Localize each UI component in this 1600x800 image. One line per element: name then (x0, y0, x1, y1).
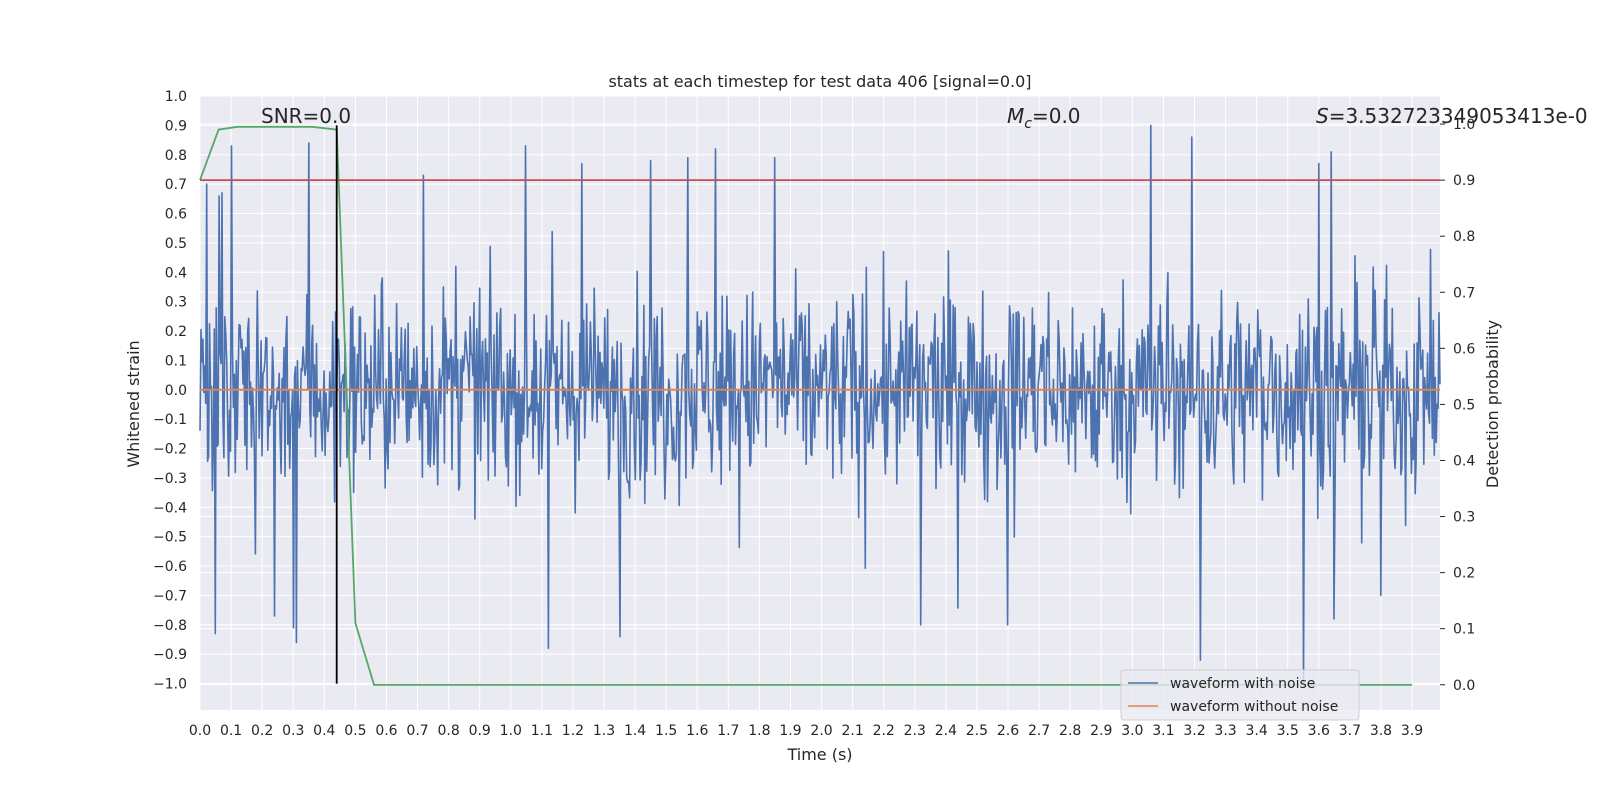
x-axis-label: Time (s) (786, 745, 852, 764)
snr-annotation: SNR=0.0 (261, 104, 351, 128)
x-tick-label: 1.2 (562, 723, 584, 739)
y-tick-label: 0.8 (165, 148, 187, 164)
y-tick-label: 0.4 (165, 265, 187, 281)
legend-label-waveform-with-noise: waveform with noise (1170, 676, 1315, 692)
x-tick-label: 2.7 (1028, 723, 1050, 739)
x-tick-label: 1.1 (531, 723, 553, 739)
tick-labels: 0.0 0.1 0.2 0.3 0.4 0.5 0.6 0.7 0.8 0.9 1.0 1.1 1.2 1… (153, 89, 1475, 739)
y-tick-label: 0.3 (165, 295, 187, 311)
x-tick-label: 0.2 (251, 723, 273, 739)
y-tick-label: 0.7 (165, 177, 187, 193)
chirp-mass-subscript: c (1024, 116, 1032, 132)
series-waveform-with-noise (199, 124, 1441, 685)
y-tick-label: 0.5 (165, 236, 187, 252)
x-tick-label: 0.9 (469, 723, 491, 739)
x-tick-label: 3.6 (1308, 723, 1330, 739)
y-right-tick-label: 0.7 (1453, 285, 1475, 301)
x-tick-label: 3.5 (1277, 723, 1299, 739)
y-tick-label: −0.8 (153, 618, 187, 634)
legend: waveform with noise waveform without noi… (1120, 669, 1360, 721)
chirp-mass-annotation: Mc=0.0 (1007, 104, 1081, 132)
x-tick-label: 1.5 (655, 723, 677, 739)
y-tick-label: −1.0 (153, 677, 187, 693)
x-tick-label: 2.9 (1090, 723, 1112, 739)
series-detection-probability (199, 125, 1412, 686)
x-tick-label: 2.0 (810, 723, 832, 739)
chirp-mass-value: =0.0 (1032, 104, 1081, 128)
x-tick-label: 3.0 (1121, 723, 1143, 739)
x-tick-label: 3.8 (1370, 723, 1392, 739)
x-tick-label: 2.5 (966, 723, 988, 739)
x-tick-label: 3.2 (1183, 723, 1205, 739)
x-tick-label: 1.4 (624, 723, 646, 739)
y-right-tick-label: 0.5 (1453, 397, 1475, 413)
x-tick-label: 3.4 (1246, 723, 1268, 739)
y-right-tick-label: 0.0 (1453, 678, 1475, 694)
x-tick-label: 0.5 (344, 723, 366, 739)
x-tick-label: 3.7 (1339, 723, 1361, 739)
y-tick-label: 0.6 (165, 207, 187, 223)
legend-label-waveform-without-noise: waveform without noise (1170, 699, 1338, 715)
x-tick-label: 1.7 (717, 723, 739, 739)
y-right-tick-label: 1.0 (1453, 117, 1475, 133)
x-tick-label: 1.8 (748, 723, 770, 739)
y-axis-label: Whitened strain (124, 340, 143, 467)
s-annotation: S=3.532723349053413e-0 (1316, 104, 1588, 128)
x-tick-label: 0.6 (375, 723, 397, 739)
x-tick-label: 2.6 (997, 723, 1019, 739)
x-tick-label: 1.9 (779, 723, 801, 739)
y-tick-label: −0.1 (153, 412, 187, 428)
x-tick-label: 3.9 (1401, 723, 1423, 739)
x-tick-label: 2.8 (1059, 723, 1081, 739)
x-tick-label: 0.1 (220, 723, 242, 739)
y-tick-label: 1.0 (165, 89, 187, 105)
y-right-tick-label: 0.2 (1453, 566, 1475, 582)
x-tick-label: 1.3 (593, 723, 615, 739)
y-tick-label: 0.2 (165, 324, 187, 340)
y-tick-label: −0.7 (153, 588, 187, 604)
s-symbol: S (1316, 104, 1329, 128)
x-tick-label: 0.4 (313, 723, 335, 739)
x-tick-label: 0.8 (437, 723, 459, 739)
y-right-tick-label: 0.6 (1453, 341, 1475, 357)
x-tick-label: 3.3 (1214, 723, 1236, 739)
chirp-mass-symbol: M (1007, 104, 1024, 128)
chart-title: stats at each timestep for test data 406… (608, 72, 1031, 91)
y-tick-label: −0.9 (153, 647, 187, 663)
x-tick-label: 2.4 (935, 723, 957, 739)
y-tick-label: −0.2 (153, 442, 187, 458)
y-tick-label: 0.0 (165, 383, 187, 399)
y-tick-label: −0.6 (153, 559, 187, 575)
x-tick-label: 0.3 (282, 723, 304, 739)
x-tick-label: 2.1 (841, 723, 863, 739)
y-right-tick-label: 0.3 (1453, 510, 1475, 526)
y-tick-label: 0.1 (165, 353, 187, 369)
x-tick-label: 1.6 (686, 723, 708, 739)
y-tick-label: −0.3 (153, 471, 187, 487)
y-right-tick-label: 0.1 (1453, 622, 1475, 638)
y-right-tick-label: 0.4 (1453, 453, 1475, 469)
x-tick-label: 0.0 (189, 723, 211, 739)
y-tick-label: 0.9 (165, 118, 187, 134)
s-value: =3.532723349053413e-0 (1329, 104, 1588, 128)
x-tick-label: 1.0 (500, 723, 522, 739)
y-right-tick-label: 0.8 (1453, 229, 1475, 245)
x-tick-label: 2.3 (904, 723, 926, 739)
y-axis-right-label: Detection probability (1483, 320, 1502, 488)
series-layer (199, 124, 1441, 686)
x-tick-label: 2.2 (873, 723, 895, 739)
y-right-tick-label: 0.9 (1453, 173, 1475, 189)
x-tick-label: 3.1 (1152, 723, 1174, 739)
x-tick-label: 0.7 (406, 723, 428, 739)
y-tick-label: −0.4 (153, 500, 187, 516)
legend-box (1120, 669, 1360, 721)
y-tick-label: −0.5 (153, 530, 187, 546)
